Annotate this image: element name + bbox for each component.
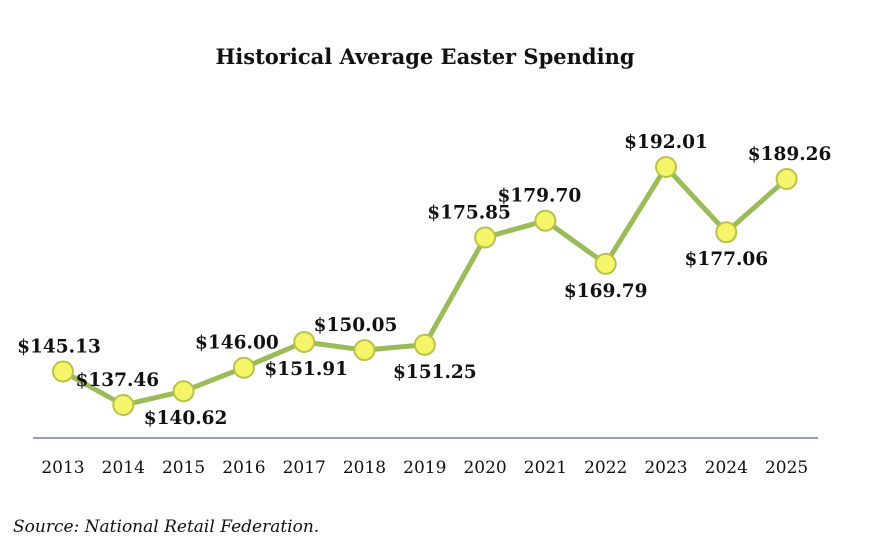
data-point-2015 xyxy=(172,380,195,403)
data-label-2020: $175.85 xyxy=(427,203,511,224)
data-point-2024 xyxy=(715,221,738,244)
data-label-2013: $145.13 xyxy=(17,337,101,358)
data-point-2013 xyxy=(52,360,74,383)
x-tick-2016: 2016 xyxy=(222,458,265,478)
data-label-2015: $140.62 xyxy=(144,408,228,429)
x-tick-2022: 2022 xyxy=(584,458,627,478)
x-tick-2023: 2023 xyxy=(644,458,687,478)
data-point-2017 xyxy=(293,331,316,353)
x-tick-2013: 2013 xyxy=(41,458,84,478)
x-tick-2014: 2014 xyxy=(102,458,145,478)
chart-title: Historical Average Easter Spending xyxy=(215,44,634,69)
data-point-2023 xyxy=(655,156,677,178)
data-label-2016: $146.00 xyxy=(195,333,279,354)
x-tick-2017: 2017 xyxy=(283,458,326,478)
data-label-2014: $137.46 xyxy=(75,370,159,391)
x-tick-2020: 2020 xyxy=(463,458,506,478)
x-tick-2025: 2025 xyxy=(765,458,808,478)
data-point-2016 xyxy=(232,356,255,379)
data-label-2024: $177.06 xyxy=(684,249,768,270)
data-label-2017: $151.91 xyxy=(264,359,348,380)
data-label-2022: $169.79 xyxy=(564,281,648,302)
data-point-2025 xyxy=(775,168,798,190)
source-note: Source: National Retail Federation. xyxy=(13,517,319,537)
data-point-2019 xyxy=(413,333,436,356)
data-point-2020 xyxy=(474,226,497,249)
data-point-2022 xyxy=(594,252,617,275)
x-tick-2015: 2015 xyxy=(162,458,205,478)
x-tick-2021: 2021 xyxy=(524,458,567,478)
data-label-2019: $151.25 xyxy=(393,362,477,383)
series-group xyxy=(52,156,798,416)
data-label-2025: $189.26 xyxy=(748,144,832,165)
data-point-2021 xyxy=(534,209,557,232)
data-label-2021: $179.70 xyxy=(498,186,582,207)
data-labels: $145.13 $137.46 $140.62 $146.00 $151.91 $150.… xyxy=(17,132,831,429)
data-point-2014 xyxy=(112,394,135,416)
x-tick-2018: 2018 xyxy=(343,458,386,478)
data-label-2023: $192.01 xyxy=(624,132,708,153)
x-tick-2019: 2019 xyxy=(403,458,446,478)
data-label-2018: $150.05 xyxy=(314,315,398,336)
x-tick-2024: 2024 xyxy=(705,458,748,478)
x-tick-labels: 2013 2014 2015 2016 2017 2018 2019 2020 2021 2022… xyxy=(41,458,808,478)
data-point-2018 xyxy=(353,339,376,362)
